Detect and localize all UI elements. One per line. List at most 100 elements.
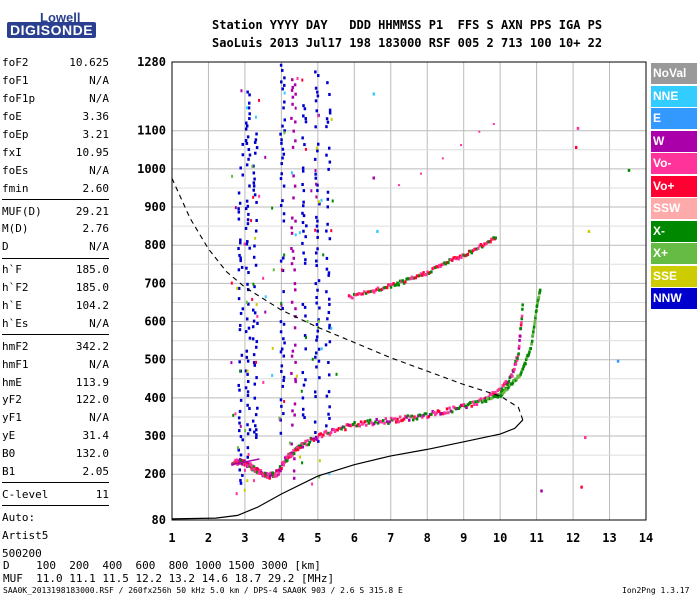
trace-point — [391, 283, 394, 287]
trace-point — [502, 384, 505, 388]
echo-point — [283, 341, 286, 345]
trace-point — [457, 406, 460, 410]
echo-point — [255, 200, 258, 204]
x-tick-label: 10 — [493, 531, 507, 545]
trace-point — [424, 273, 428, 277]
param-value: 3.36 — [82, 110, 110, 124]
param-name: h`Es — [2, 316, 29, 330]
param-row: Artist5 — [2, 526, 109, 544]
echo-point — [245, 349, 249, 353]
trace-point — [431, 410, 434, 414]
echo-point — [241, 142, 245, 146]
trace-point — [294, 448, 297, 452]
trace-point — [491, 396, 494, 400]
trace-point — [421, 273, 424, 277]
trace-point — [518, 334, 522, 338]
trace-point — [483, 397, 487, 401]
echo-point — [246, 222, 250, 226]
echo-point — [283, 400, 286, 404]
trace-point — [303, 442, 306, 446]
trace-point — [520, 314, 524, 318]
param-name: foF2 — [2, 56, 29, 70]
trace-point — [460, 255, 463, 259]
echo-point — [301, 302, 305, 306]
param-row: B0 132.0 — [2, 445, 109, 463]
trace-point — [533, 322, 536, 326]
echo-point — [328, 111, 332, 115]
param-row: fmin 2.60 — [2, 179, 109, 197]
echo-point — [253, 311, 257, 315]
trace-point — [381, 419, 385, 423]
param-value: 122.0 — [75, 393, 109, 407]
trace-point — [241, 459, 245, 463]
echo-point — [301, 211, 304, 215]
echo-point — [290, 246, 293, 250]
echo-point — [325, 424, 328, 428]
trace-point — [517, 352, 520, 356]
trace-point — [385, 420, 389, 424]
echo-point — [251, 337, 255, 341]
trace-point — [507, 379, 511, 383]
trace-point — [328, 433, 332, 437]
trace-point — [378, 420, 381, 424]
trace-point — [452, 256, 455, 260]
echo-point — [246, 479, 249, 483]
trace-point — [275, 474, 279, 478]
trace-point — [394, 420, 398, 424]
echo-point — [328, 323, 331, 327]
trace-point — [443, 411, 446, 415]
echo-point — [280, 369, 283, 373]
echo-point — [246, 135, 250, 139]
echo-point — [328, 302, 331, 306]
trace-point — [465, 406, 468, 410]
trace-point — [457, 257, 460, 261]
trace-point — [431, 267, 434, 271]
trace-point — [514, 359, 517, 363]
echo-point — [246, 204, 250, 208]
echo-point — [239, 256, 242, 260]
echo-point — [325, 290, 328, 294]
echo-point — [283, 76, 286, 80]
echo-point — [325, 229, 328, 233]
echo-point — [294, 120, 297, 124]
echo-point — [315, 259, 318, 263]
legend-item: SSE — [651, 265, 697, 287]
trace-point — [528, 350, 531, 354]
echo-point — [241, 173, 244, 177]
trace-point — [387, 421, 390, 425]
echo-point — [262, 380, 265, 384]
echo-point — [316, 183, 319, 187]
echo-point — [279, 320, 283, 324]
echo-point — [293, 288, 297, 292]
echo-point — [291, 145, 295, 149]
trace-point — [259, 469, 263, 473]
trace-point — [418, 273, 421, 277]
trace-point — [436, 409, 440, 413]
echo-point — [239, 478, 242, 482]
trace-point — [522, 365, 525, 369]
header-values: SaoLuis 2013 Jul17 198 183000 RSF 005 2 … — [212, 36, 603, 50]
echo-point — [304, 347, 307, 351]
param-value: 3.21 — [82, 128, 110, 141]
echo-point — [248, 407, 251, 411]
param-value: N/A — [89, 163, 109, 177]
echo-point — [254, 413, 258, 417]
trace-point — [436, 265, 440, 269]
echo-point — [314, 251, 318, 255]
trace-point — [405, 277, 408, 281]
trace-point — [524, 358, 528, 362]
param-row: foEs N/A — [2, 161, 109, 179]
echo-point — [315, 335, 319, 339]
param-row: h`Es N/A — [2, 314, 109, 332]
echo-point — [290, 371, 293, 375]
footer-info: SAA0K_2013198183000.RSF / 260fx256h 50 k… — [3, 586, 403, 595]
echo-point — [282, 184, 286, 188]
trace-point — [325, 431, 329, 435]
echo-point — [251, 164, 254, 168]
x-tick-label: 9 — [460, 531, 467, 545]
trace-point — [460, 403, 463, 407]
echo-point — [239, 398, 243, 402]
echo-point — [291, 249, 295, 253]
trace-point — [418, 413, 421, 417]
trace-point — [430, 412, 433, 416]
